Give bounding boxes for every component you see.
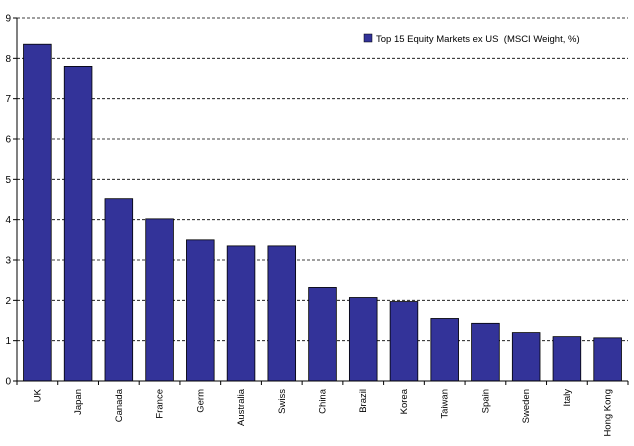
bar-germ: [186, 239, 215, 382]
x-tick-label-japan: Japan: [73, 389, 84, 415]
bar-spain: [471, 322, 500, 382]
x-tick-label-brazil: Brazil: [358, 389, 369, 413]
x-tick-label-taiwan: Taiwan: [440, 389, 451, 419]
y-tick-label-2: 2: [5, 296, 11, 307]
bar-taiwan: [430, 318, 459, 382]
y-tick-label-4: 4: [5, 215, 11, 226]
bars: [23, 43, 622, 382]
x-tick-label-korea: Korea: [399, 388, 410, 414]
bar-china: [308, 287, 337, 382]
legend-label: Top 15 Equity Markets ex US (MSCI Weight…: [376, 34, 580, 45]
y-tick-label-3: 3: [5, 256, 11, 267]
legend: Top 15 Equity Markets ex US (MSCI Weight…: [363, 33, 580, 45]
y-tick-label-6: 6: [5, 135, 11, 146]
x-tick-label-china: China: [318, 388, 329, 414]
x-tick-label-france: France: [155, 389, 166, 419]
bar-canada: [104, 198, 134, 382]
bar-hong-kong: [593, 337, 622, 382]
y-tick-labels: 0 1 2 3 4 5 6 7 8 9: [5, 14, 11, 388]
y-tick-label-1: 1: [5, 336, 11, 347]
y-tick-label-9: 9: [5, 14, 11, 25]
bar-swiss: [267, 245, 297, 382]
bar-korea: [389, 301, 419, 382]
x-tick-labels: UK Japan Canada France Germ Australia Swiss Chi…: [32, 388, 613, 436]
x-tick-label-hong-kong: Hong Kong: [603, 389, 614, 437]
x-tick-label-uk: UK: [32, 388, 43, 402]
bar-france: [145, 218, 174, 382]
x-tick-label-sweden: Sweden: [521, 389, 532, 423]
axes: [13, 17, 629, 385]
bar-brazil: [348, 297, 378, 382]
x-tick-label-australia: Australia: [236, 388, 247, 426]
x-tick-label-swiss: Swiss: [277, 389, 288, 414]
bar-italy: [552, 336, 582, 382]
y-tick-label-5: 5: [5, 175, 11, 186]
y-tick-label-7: 7: [5, 94, 11, 105]
x-tick-label-spain: Spain: [480, 389, 491, 413]
bar-sweden: [511, 332, 541, 382]
bar-japan: [63, 66, 93, 382]
legend-swatch: [363, 33, 373, 43]
y-tick-label-8: 8: [5, 54, 11, 65]
bar-uk: [23, 43, 52, 382]
bar-australia: [226, 245, 256, 382]
x-tick-label-germ: Germ: [195, 389, 206, 413]
y-tick-label-0: 0: [5, 377, 11, 388]
x-tick-label-canada: Canada: [114, 388, 125, 422]
x-tick-label-italy: Italy: [562, 389, 573, 407]
